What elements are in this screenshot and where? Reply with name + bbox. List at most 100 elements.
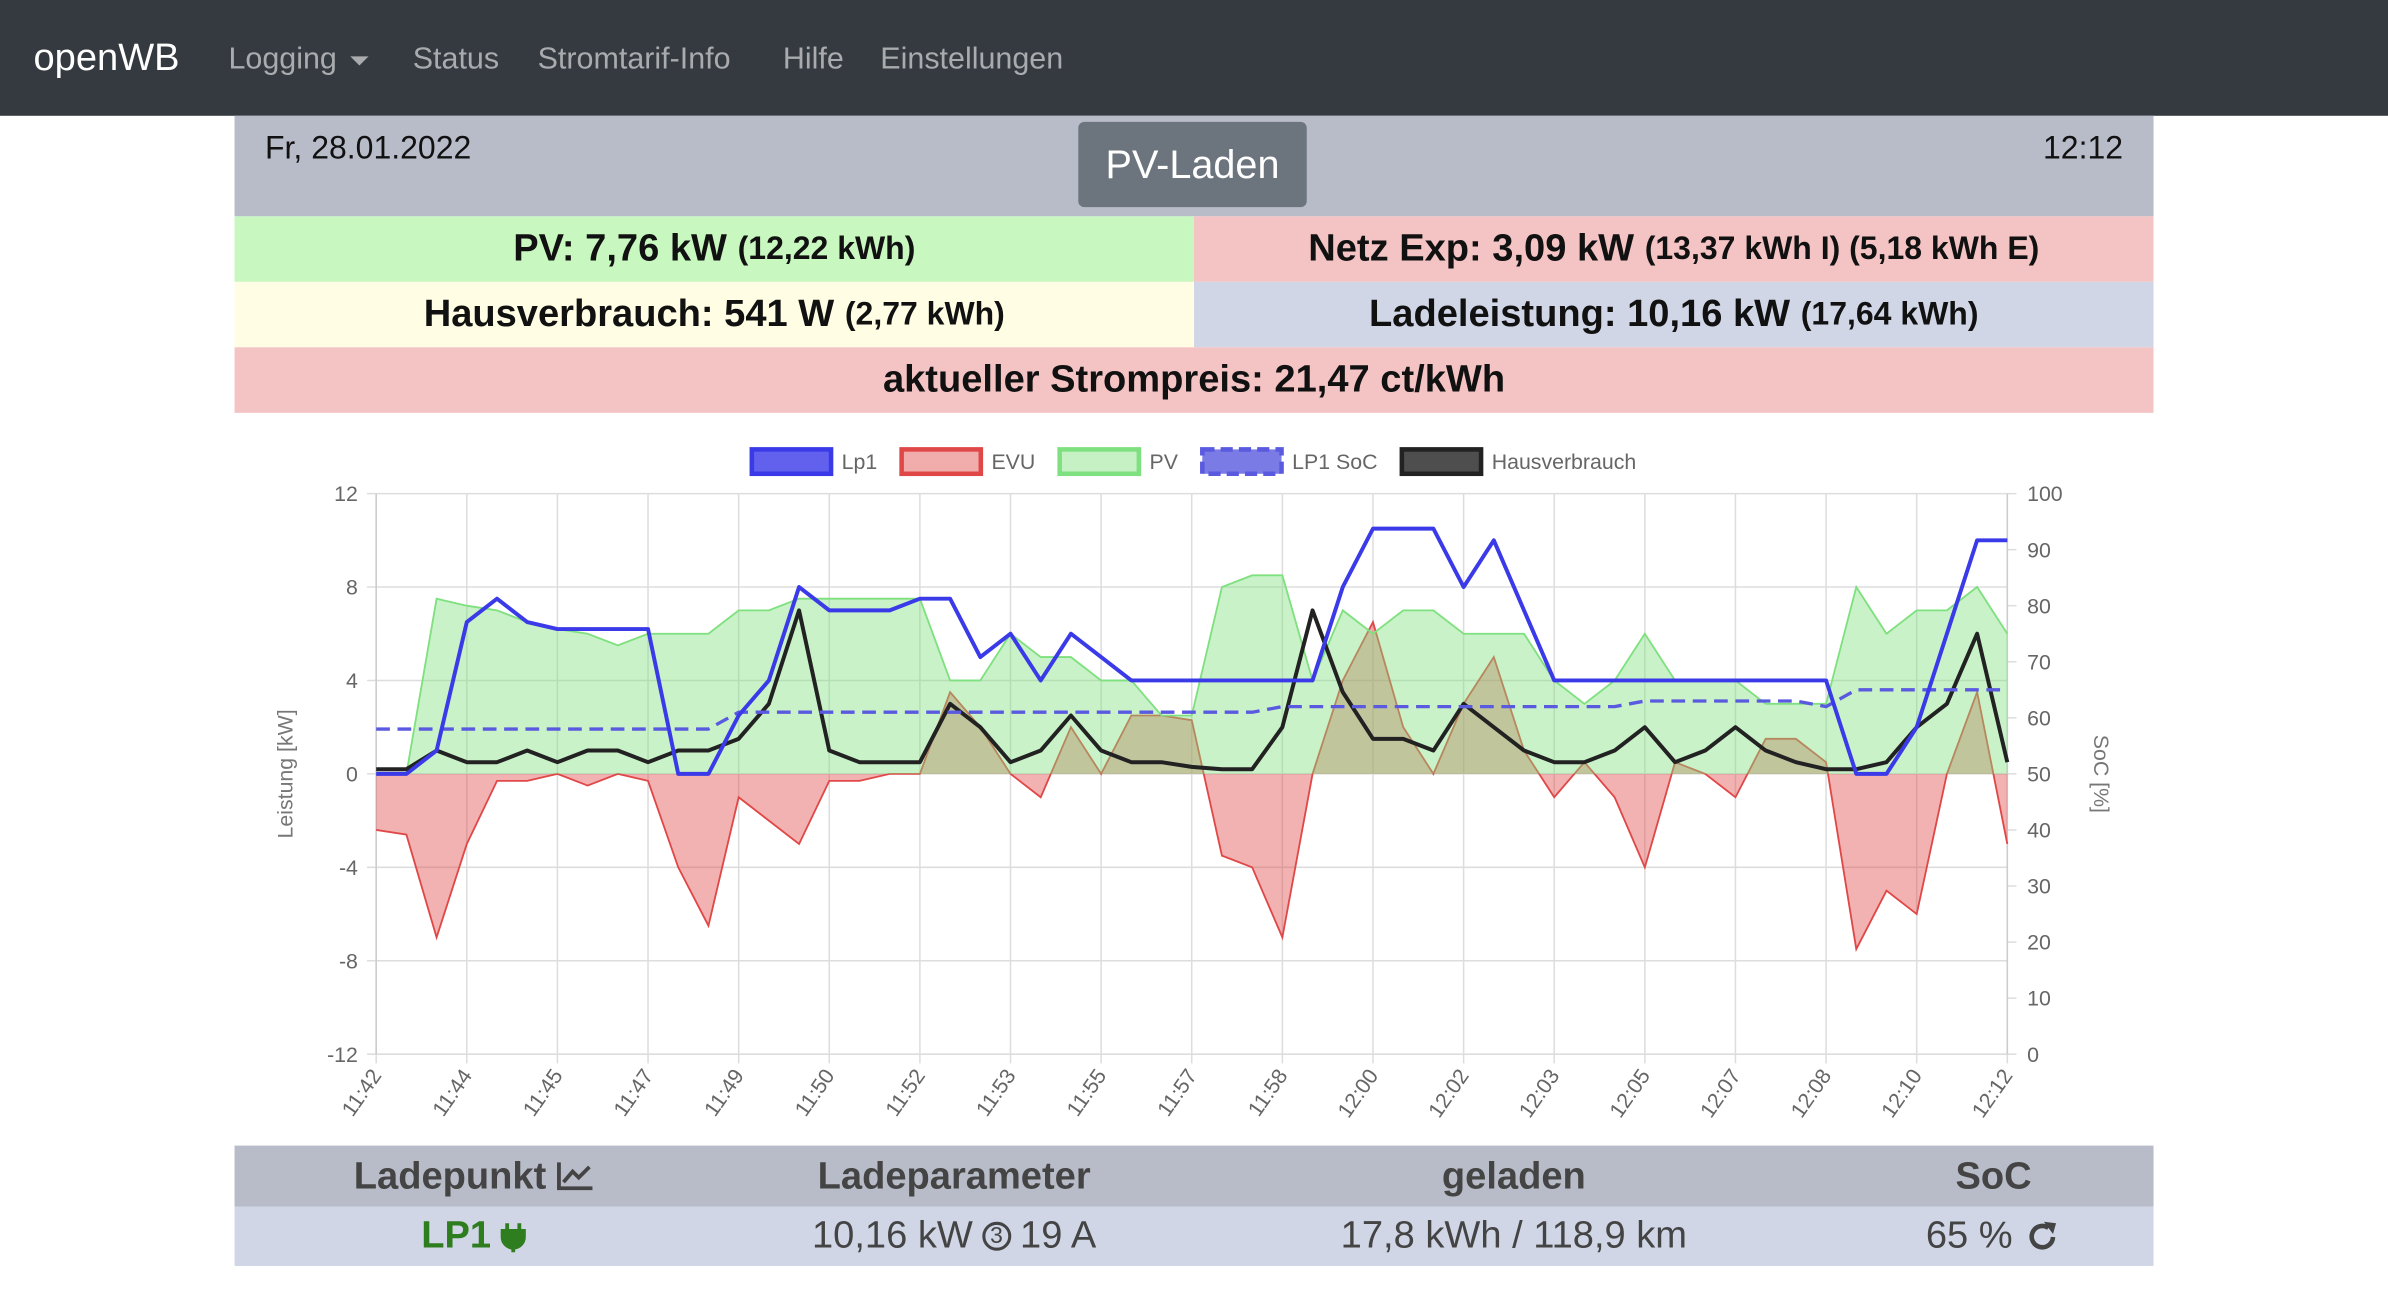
table-row [234, 1206, 2154, 1266]
tile-label: Netz Exp: 3,09 kW [1308, 226, 1635, 270]
current: 19 A [1020, 1214, 1097, 1257]
lp-name[interactable]: LP1 [235, 1207, 715, 1266]
navbar: openWB Logging Status Stromtarif-Info Hi… [0, 0, 2388, 116]
nav-label: Logging [228, 42, 337, 77]
tile-extra: (13,37 kWh I) (5,18 kWh E) [1644, 230, 2040, 266]
tile-charge: Ladeleistung: 10,16 kW (17,64 kWh) [1194, 281, 2154, 348]
y2-tick-label: 0 [2027, 1043, 2039, 1067]
chart: -12 -8 -4 0 4 8 12 0 10 20 30 40 50 60 70 80 90 100 11:42 1… [273, 447, 2113, 1123]
tile-grid: Netz Exp: 3,09 kW (13,37 kWh I) (5,18 kWh… [1194, 216, 2154, 282]
line [376, 608, 2010, 772]
col-header: Ladepunkt [235, 1146, 715, 1207]
x-tick-label: 12:05 [1605, 1065, 1655, 1122]
tile-extra: (2,77 kWh) [844, 296, 1005, 332]
x-tick-label: 12:12 [1967, 1065, 2017, 1122]
legend-swatch [1200, 447, 1284, 477]
soc-cell: 65 % [1834, 1207, 2154, 1266]
col-header: geladen [1441, 1153, 1586, 1197]
legend-label: Hausverbrauch [1492, 450, 1637, 474]
tile-label: PV: 7,76 kW [513, 226, 727, 270]
nav-settings[interactable]: Einstellungen [880, 42, 1064, 77]
x-tick-label: 12:02 [1424, 1065, 1474, 1122]
y-tick-label: 0 [346, 763, 358, 787]
plug-icon [501, 1222, 527, 1252]
area [376, 575, 2008, 774]
legend-label: EVU [991, 450, 1035, 474]
x-tick-label: 11:44 [428, 1065, 477, 1121]
y2-tick-label: 50 [2027, 763, 2051, 787]
time: 12:12 [2043, 131, 2124, 167]
legend-swatch [1057, 447, 1142, 477]
soc: 65 % [1925, 1214, 2013, 1257]
area-line [376, 619, 2009, 952]
nav-logging[interactable]: Logging [228, 43, 370, 78]
legend-item: PV [1057, 447, 1179, 477]
legend: Lp1 EVU PV LP1 SoC Hausverbrauch [749, 447, 1637, 477]
y2-tick-label: 60 [2027, 706, 2051, 730]
x-tick-label: 12:03 [1514, 1065, 1564, 1122]
y2-axis-label: SoC [%] [2089, 735, 2113, 813]
col-header: Ladeparameter [817, 1153, 1091, 1197]
status-header: Fr, 28.01.2022 12:12 PV-Laden [234, 115, 2154, 217]
y-tick-label: -4 [339, 856, 358, 880]
chart-icon[interactable] [555, 1159, 595, 1193]
x-tick-label: 11:50 [790, 1065, 839, 1121]
y-tick-label: 4 [346, 669, 358, 693]
x-tick-label: 11:53 [971, 1065, 1020, 1121]
legend-item: Lp1 [749, 447, 878, 477]
caret [350, 56, 369, 66]
brand[interactable]: openWB [33, 36, 180, 80]
tile-extra: (17,64 kWh) [1800, 296, 1979, 332]
refresh-icon[interactable] [2025, 1218, 2062, 1255]
phases: 3 [981, 1221, 1011, 1251]
nav-tarif[interactable]: Stromtarif-Info [537, 42, 731, 77]
y-tick-label: -8 [339, 949, 358, 973]
lp-label: LP1 [421, 1214, 492, 1257]
charged: 17,8 kWh / 118,9 km [1340, 1214, 1688, 1257]
col-header: SoC [1955, 1153, 2032, 1197]
legend-label: LP1 SoC [1292, 450, 1377, 474]
legend-item: LP1 SoC [1200, 447, 1377, 477]
x-tick-label: 11:55 [1062, 1065, 1111, 1121]
legend-label: Lp1 [842, 450, 878, 474]
tile-pv: PV: 7,76 kW (12,22 kWh) [234, 216, 1195, 282]
nav-hilfe[interactable]: Hilfe [782, 42, 844, 77]
x-tick-label: 11:47 [609, 1065, 658, 1121]
y2-tick-label: 70 [2027, 650, 2051, 674]
y2-tick-label: 20 [2027, 931, 2051, 955]
y2-tick-label: 10 [2027, 987, 2051, 1011]
power: 10,16 kW [811, 1214, 973, 1257]
x-tick-label: 12:00 [1333, 1065, 1383, 1123]
legend-item: EVU [899, 447, 1035, 477]
y2-tick-label: 80 [2027, 594, 2051, 618]
legend-swatch [1399, 447, 1484, 477]
y2-tick-label: 40 [2027, 819, 2051, 843]
tile-house: Hausverbrauch: 541 W (2,77 kWh) [234, 281, 1195, 348]
area [376, 622, 2008, 950]
x-tick-label: 12:08 [1786, 1065, 1836, 1122]
y2-tick-label: 90 [2027, 538, 2051, 562]
tile-label: Hausverbrauch: 541 W [423, 292, 835, 336]
y-tick-label: 12 [334, 482, 358, 506]
tile-label: aktueller Strompreis: 21,47 ct/kWh [882, 357, 1506, 401]
charge-params: 10,16 kW 3 19 A [714, 1207, 1194, 1266]
mode-button[interactable]: PV-Laden [1078, 121, 1307, 208]
x-tick-label: 12:10 [1877, 1065, 1927, 1123]
x-tick-label: 11:58 [1243, 1065, 1292, 1121]
legend-swatch [749, 447, 834, 477]
x-tick-label: 11:52 [881, 1065, 930, 1121]
line [376, 688, 2008, 731]
x-tick-label: 12:07 [1695, 1065, 1745, 1122]
legend-swatch [899, 447, 984, 477]
table-header [234, 1145, 2154, 1207]
header-text: Ladepunkt [353, 1153, 547, 1197]
date: Fr, 28.01.2022 [265, 131, 472, 167]
line [376, 526, 2008, 776]
tile-extra: (12,22 kWh) [737, 230, 916, 266]
x-tick-label: 11:45 [518, 1065, 567, 1121]
y-tick-label: -12 [327, 1043, 358, 1067]
legend-label: PV [1150, 450, 1179, 474]
nav-status[interactable]: Status [412, 42, 500, 77]
